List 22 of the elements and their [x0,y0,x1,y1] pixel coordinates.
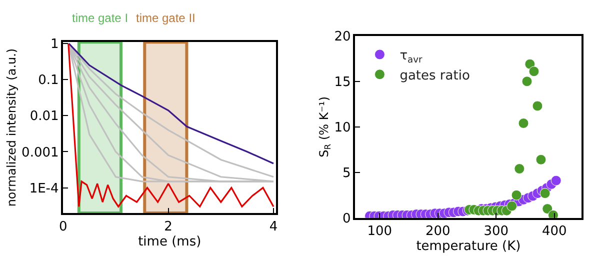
y-tick-label: 1 [50,37,59,52]
band-label: time gate II [136,11,196,25]
y-tick-label: 10 [334,120,351,136]
y-tick-label: 15 [334,74,351,90]
y-tick-label: 0.001 [22,145,59,160]
x-axis-title: temperature (K) [416,239,521,254]
legend-label: τ$_{avr}$ [400,48,422,66]
y-tick-label: 0.01 [30,109,59,124]
x-tick-label: 200 [425,224,450,240]
x-axis-title: time (ms) [138,234,202,250]
x-tick-label: 4 [269,219,278,234]
x-tick-label: 400 [542,224,567,240]
y-axis-title: normalized intensity (a.u.) [4,48,18,207]
y-tick-label: 5 [342,166,351,181]
y-tick-label: 1E-4 [29,181,59,196]
x-tick-label: 300 [484,224,509,240]
legend-label: gates ratio [400,68,470,84]
y-tick-label: 20 [334,29,351,44]
band-label: time gate I [72,11,128,25]
x-tick-label: 100 [367,224,392,240]
y-tick-label: 0.1 [38,73,59,88]
x-tick-label: 2 [164,219,172,234]
